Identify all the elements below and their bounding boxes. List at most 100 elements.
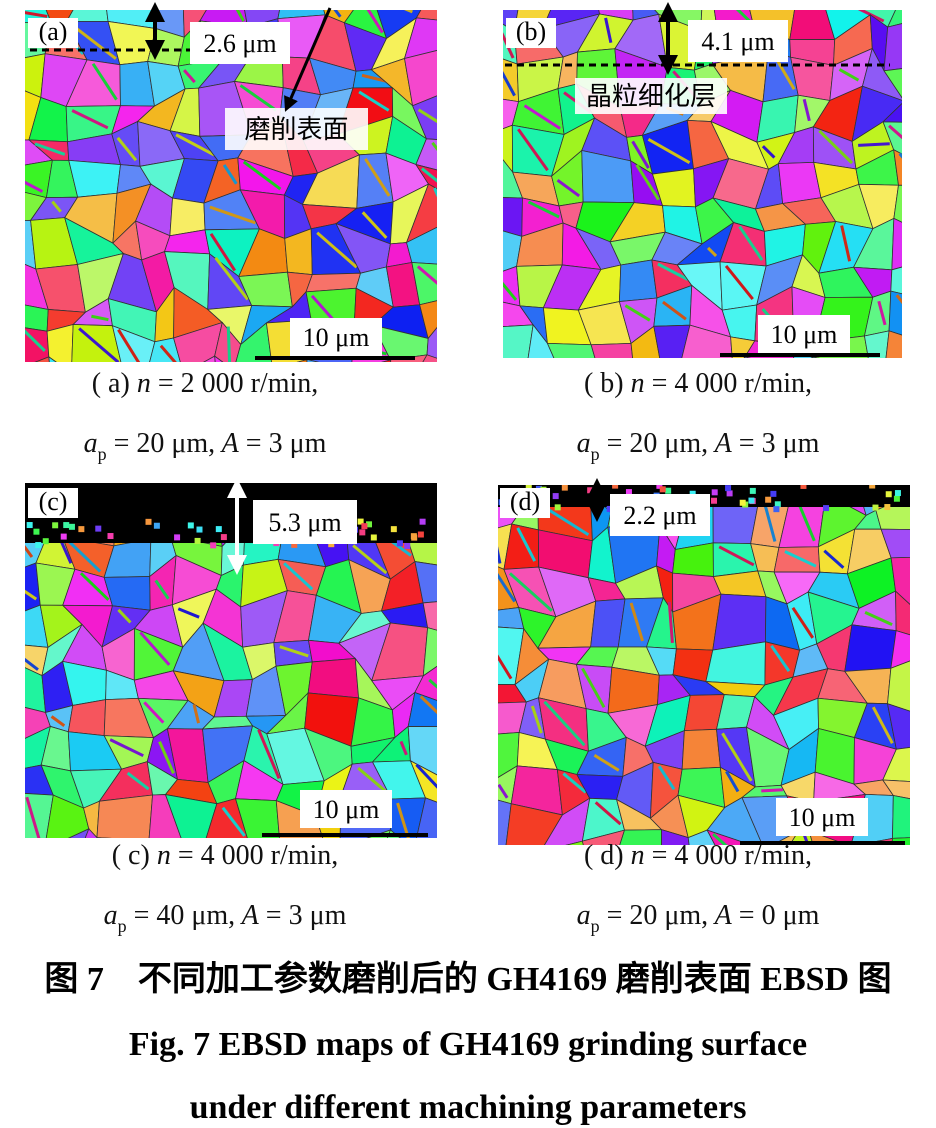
twin — [25, 544, 34, 558]
grain — [883, 23, 902, 72]
twin — [791, 607, 815, 639]
caption-part: ( d) — [584, 840, 624, 871]
grain — [447, 0, 495, 25]
speck — [869, 485, 876, 489]
twin — [419, 695, 437, 715]
twin — [631, 140, 650, 169]
twin — [154, 579, 170, 600]
twin — [657, 765, 676, 791]
grain — [861, 47, 902, 101]
twin — [895, 294, 902, 305]
twin — [527, 200, 560, 219]
twin — [498, 573, 516, 603]
grain — [422, 601, 437, 631]
grain — [926, 489, 936, 540]
caption-line: ( c) n = 4 000 r/min, — [112, 840, 339, 871]
twin — [508, 572, 553, 612]
grain — [661, 829, 690, 845]
twin — [498, 654, 513, 680]
caption-part: = 4 000 r/min, — [645, 368, 812, 399]
grain — [706, 796, 763, 845]
twin — [604, 17, 613, 44]
grain — [913, 530, 936, 579]
speck — [153, 522, 160, 529]
ebsd-map — [488, 10, 902, 398]
grain — [773, 546, 821, 573]
grain — [169, 197, 206, 237]
twin — [712, 833, 728, 845]
speck — [823, 505, 830, 512]
grain — [409, 759, 437, 803]
grain — [681, 324, 733, 358]
twin — [738, 225, 764, 261]
grain — [452, 810, 486, 853]
grain — [744, 356, 751, 358]
grain — [450, 221, 486, 271]
grain — [503, 324, 534, 358]
grain — [450, 708, 497, 729]
twin — [562, 772, 587, 794]
grain — [48, 356, 57, 362]
grain — [914, 633, 936, 662]
grain — [891, 217, 902, 271]
grain — [888, 290, 902, 336]
speck — [52, 522, 59, 529]
twin — [420, 167, 437, 183]
twin — [22, 373, 49, 395]
twin — [357, 767, 389, 795]
speck — [711, 497, 718, 504]
speck — [390, 526, 397, 533]
grain — [148, 794, 182, 838]
caption-part: A — [708, 900, 732, 931]
twin — [175, 133, 215, 157]
grain — [498, 607, 525, 630]
twin — [463, 204, 472, 228]
twin — [399, 740, 408, 756]
speck — [33, 528, 40, 535]
speck — [68, 523, 75, 530]
caption-part: = 2 000 r/min, — [151, 368, 318, 399]
grain — [306, 358, 319, 362]
grain — [911, 796, 936, 854]
label-box — [500, 488, 550, 518]
twin — [838, 68, 860, 82]
twin — [657, 262, 689, 281]
twin — [498, 546, 502, 564]
grain — [488, 359, 528, 398]
twin — [898, 152, 902, 159]
grain — [416, 797, 437, 838]
speck — [748, 497, 755, 504]
grain — [415, 138, 437, 171]
grain — [452, 828, 495, 887]
speck — [770, 490, 777, 497]
grain — [25, 219, 37, 270]
twin — [313, 363, 356, 405]
figure-caption-en: under different machining parameters — [190, 1089, 747, 1126]
twin — [358, 90, 390, 112]
scale-box — [776, 798, 868, 836]
grain — [455, 568, 496, 609]
speck — [291, 541, 298, 548]
caption-part: = 40 μm, — [127, 900, 236, 931]
thickness-box — [253, 500, 357, 544]
grain — [25, 159, 53, 199]
speck — [894, 490, 901, 497]
caption-part: = 3 μm — [239, 428, 327, 459]
twin — [534, 363, 552, 396]
grain — [913, 601, 936, 636]
caption-part: ( c) — [112, 840, 150, 871]
speck — [42, 538, 49, 545]
twin — [71, 24, 117, 60]
caption-sub: p — [98, 444, 107, 464]
twin — [498, 783, 509, 799]
grain — [619, 829, 662, 845]
grain — [235, 322, 272, 362]
grain — [34, 356, 50, 362]
grain — [450, 658, 498, 709]
twin — [662, 300, 687, 321]
twin — [242, 160, 282, 191]
thickness-box — [610, 494, 710, 536]
speck — [396, 540, 403, 547]
speck — [95, 525, 102, 532]
twin — [503, 71, 516, 97]
